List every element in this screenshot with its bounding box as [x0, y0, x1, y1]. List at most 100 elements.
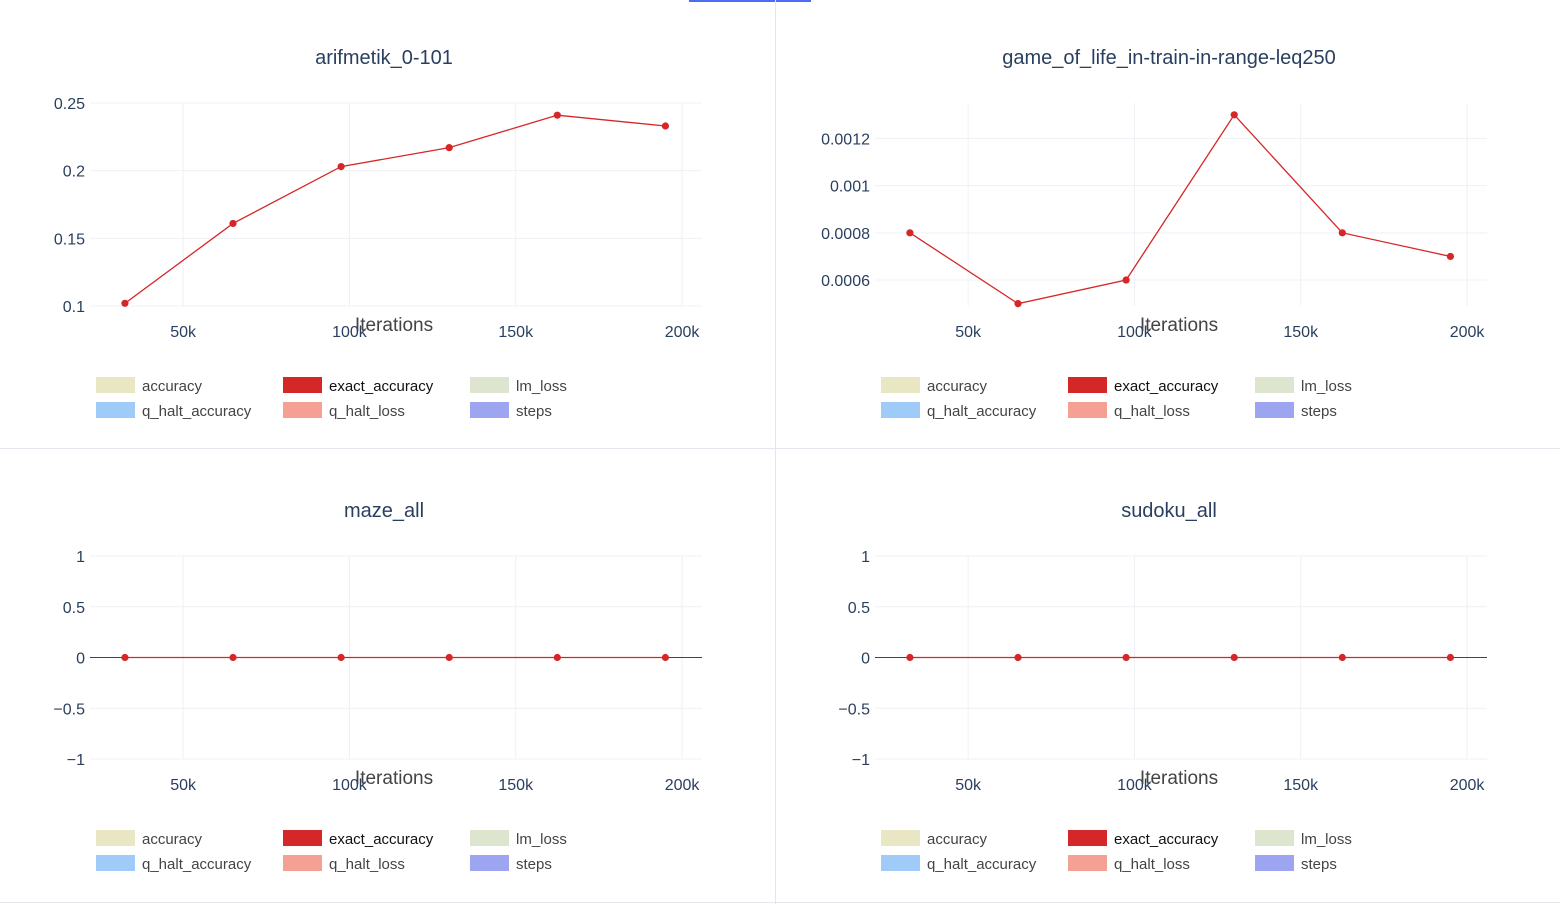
- data-point[interactable]: [445, 653, 453, 662]
- legend-item-q-halt-accuracy[interactable]: q_halt_accuracy: [881, 402, 1037, 420]
- y-tick-label: 0.15: [54, 231, 85, 248]
- legend-item-exact-accuracy[interactable]: exact_accuracy: [283, 830, 434, 848]
- data-point[interactable]: [1122, 653, 1130, 662]
- y-tick-label: 0.001: [830, 179, 870, 196]
- legend-label: accuracy: [142, 831, 203, 848]
- x-axis-label: Iterations: [355, 315, 433, 336]
- legend-swatch: [283, 402, 322, 418]
- legend-item-steps[interactable]: steps: [470, 402, 552, 420]
- legend-label: accuracy: [927, 378, 988, 395]
- legend-item-q-halt-accuracy[interactable]: q_halt_accuracy: [881, 855, 1037, 873]
- legend-label: q_halt_accuracy: [142, 403, 252, 420]
- x-axis-label: Iterations: [1140, 315, 1218, 336]
- legend-item-q-halt-loss[interactable]: q_halt_loss: [1068, 855, 1190, 873]
- data-point[interactable]: [445, 144, 453, 152]
- legend-item-exact-accuracy[interactable]: exact_accuracy: [1068, 830, 1219, 848]
- y-tick-label: 1: [76, 549, 85, 566]
- legend-swatch: [1068, 855, 1107, 871]
- legend-swatch: [1068, 830, 1107, 846]
- data-point[interactable]: [1338, 229, 1346, 237]
- legend-item-lm-loss[interactable]: lm_loss: [470, 830, 567, 848]
- y-tick-label: 0.0012: [821, 131, 870, 148]
- legend-label: lm_loss: [1301, 378, 1352, 395]
- legend-swatch: [470, 855, 509, 871]
- legend-swatch: [96, 377, 135, 393]
- chart-panel-sudoku: sudoku_all −1 −0.5 0 0.5 1 50k 100k 150k 200k Iter…: [785, 453, 1560, 903]
- legend-item-q-halt-loss[interactable]: q_halt_loss: [283, 855, 405, 873]
- data-point[interactable]: [337, 653, 345, 662]
- legend-item-lm-loss[interactable]: lm_loss: [1255, 830, 1352, 848]
- legend-swatch: [1068, 377, 1107, 393]
- legend-label: q_halt_accuracy: [927, 403, 1037, 420]
- data-point[interactable]: [337, 163, 345, 171]
- legend-item-q-halt-accuracy[interactable]: q_halt_accuracy: [96, 402, 252, 420]
- legend-label: steps: [1301, 403, 1337, 420]
- legend-item-exact-accuracy[interactable]: exact_accuracy: [283, 377, 434, 395]
- legend-item-steps[interactable]: steps: [1255, 402, 1337, 420]
- legend-label: steps: [516, 403, 552, 420]
- legend-label: exact_accuracy: [1114, 378, 1219, 395]
- data-point[interactable]: [661, 122, 670, 130]
- data-point[interactable]: [229, 219, 237, 228]
- y-tick-label: 0.2: [63, 164, 85, 181]
- data-point[interactable]: [553, 653, 561, 662]
- data-point[interactable]: [121, 653, 129, 662]
- data-point[interactable]: [1338, 653, 1346, 662]
- y-tick-label: −1: [67, 752, 85, 769]
- data-point[interactable]: [906, 229, 914, 237]
- legend-item-lm-loss[interactable]: lm_loss: [470, 377, 567, 395]
- legend-item-exact-accuracy[interactable]: exact_accuracy: [1068, 377, 1219, 395]
- chart-svg: game_of_life_in-train-in-range-leq250 0.0…: [821, 47, 1487, 420]
- legend-swatch: [881, 377, 920, 393]
- x-tick-label: 150k: [498, 777, 534, 794]
- data-point[interactable]: [1446, 252, 1455, 261]
- legend-item-q-halt-loss[interactable]: q_halt_loss: [1068, 402, 1190, 420]
- data-point[interactable]: [121, 299, 129, 307]
- legend-swatch: [96, 830, 135, 846]
- y-tick-label: 0.25: [54, 96, 85, 113]
- x-axis-label: Iterations: [355, 768, 433, 789]
- legend-item-lm-loss[interactable]: lm_loss: [1255, 377, 1352, 395]
- data-point[interactable]: [1230, 111, 1238, 119]
- y-tick-label: 1: [861, 549, 870, 566]
- y-tick-label: −1: [852, 752, 870, 769]
- legend-item-steps[interactable]: steps: [1255, 855, 1337, 873]
- x-tick-label: 150k: [1283, 777, 1319, 794]
- x-tick-label: 150k: [498, 324, 534, 341]
- chart-title: arifmetik_0-101: [315, 47, 453, 69]
- chart-panel-maze: maze_all −1 −0.5 0 0.5 1 50k 100k 150k 200k Iterat…: [0, 453, 780, 903]
- legend-item-accuracy[interactable]: accuracy: [881, 377, 988, 395]
- legend-label: steps: [1301, 856, 1337, 873]
- data-point[interactable]: [1014, 653, 1022, 662]
- x-tick-label: 50k: [170, 324, 197, 341]
- data-point[interactable]: [1122, 276, 1130, 284]
- data-point[interactable]: [1446, 653, 1455, 662]
- legend-swatch: [283, 830, 322, 846]
- data-point[interactable]: [1230, 653, 1238, 662]
- legend-swatch: [283, 855, 322, 871]
- series-line-exact-accuracy: [124, 114, 666, 304]
- legend-item-steps[interactable]: steps: [470, 855, 552, 873]
- legend-label: steps: [516, 856, 552, 873]
- data-point[interactable]: [553, 111, 561, 119]
- data-point[interactable]: [229, 653, 237, 662]
- legend-swatch: [881, 830, 920, 846]
- legend-label: q_halt_loss: [1114, 403, 1190, 420]
- bottom-divider: [0, 902, 1560, 903]
- data-point[interactable]: [661, 653, 670, 662]
- legend-item-q-halt-accuracy[interactable]: q_halt_accuracy: [96, 855, 252, 873]
- data-point[interactable]: [1014, 300, 1022, 308]
- y-tick-label: 0.0006: [821, 273, 870, 290]
- legend-swatch: [881, 402, 920, 418]
- legend-item-accuracy[interactable]: accuracy: [96, 830, 203, 848]
- chart-panel-arifmetik: arifmetik_0-101 0.1 0.15 0.2 0.25 50k 100k 150k…: [0, 0, 780, 450]
- active-tab-indicator: [689, 0, 811, 2]
- legend-label: accuracy: [142, 378, 203, 395]
- y-tick-label: 0.1: [63, 299, 85, 316]
- gridlines: [875, 103, 1487, 306]
- legend-item-accuracy[interactable]: accuracy: [881, 830, 988, 848]
- data-point[interactable]: [906, 653, 914, 662]
- legend-item-accuracy[interactable]: accuracy: [96, 377, 203, 395]
- legend-item-q-halt-loss[interactable]: q_halt_loss: [283, 402, 405, 420]
